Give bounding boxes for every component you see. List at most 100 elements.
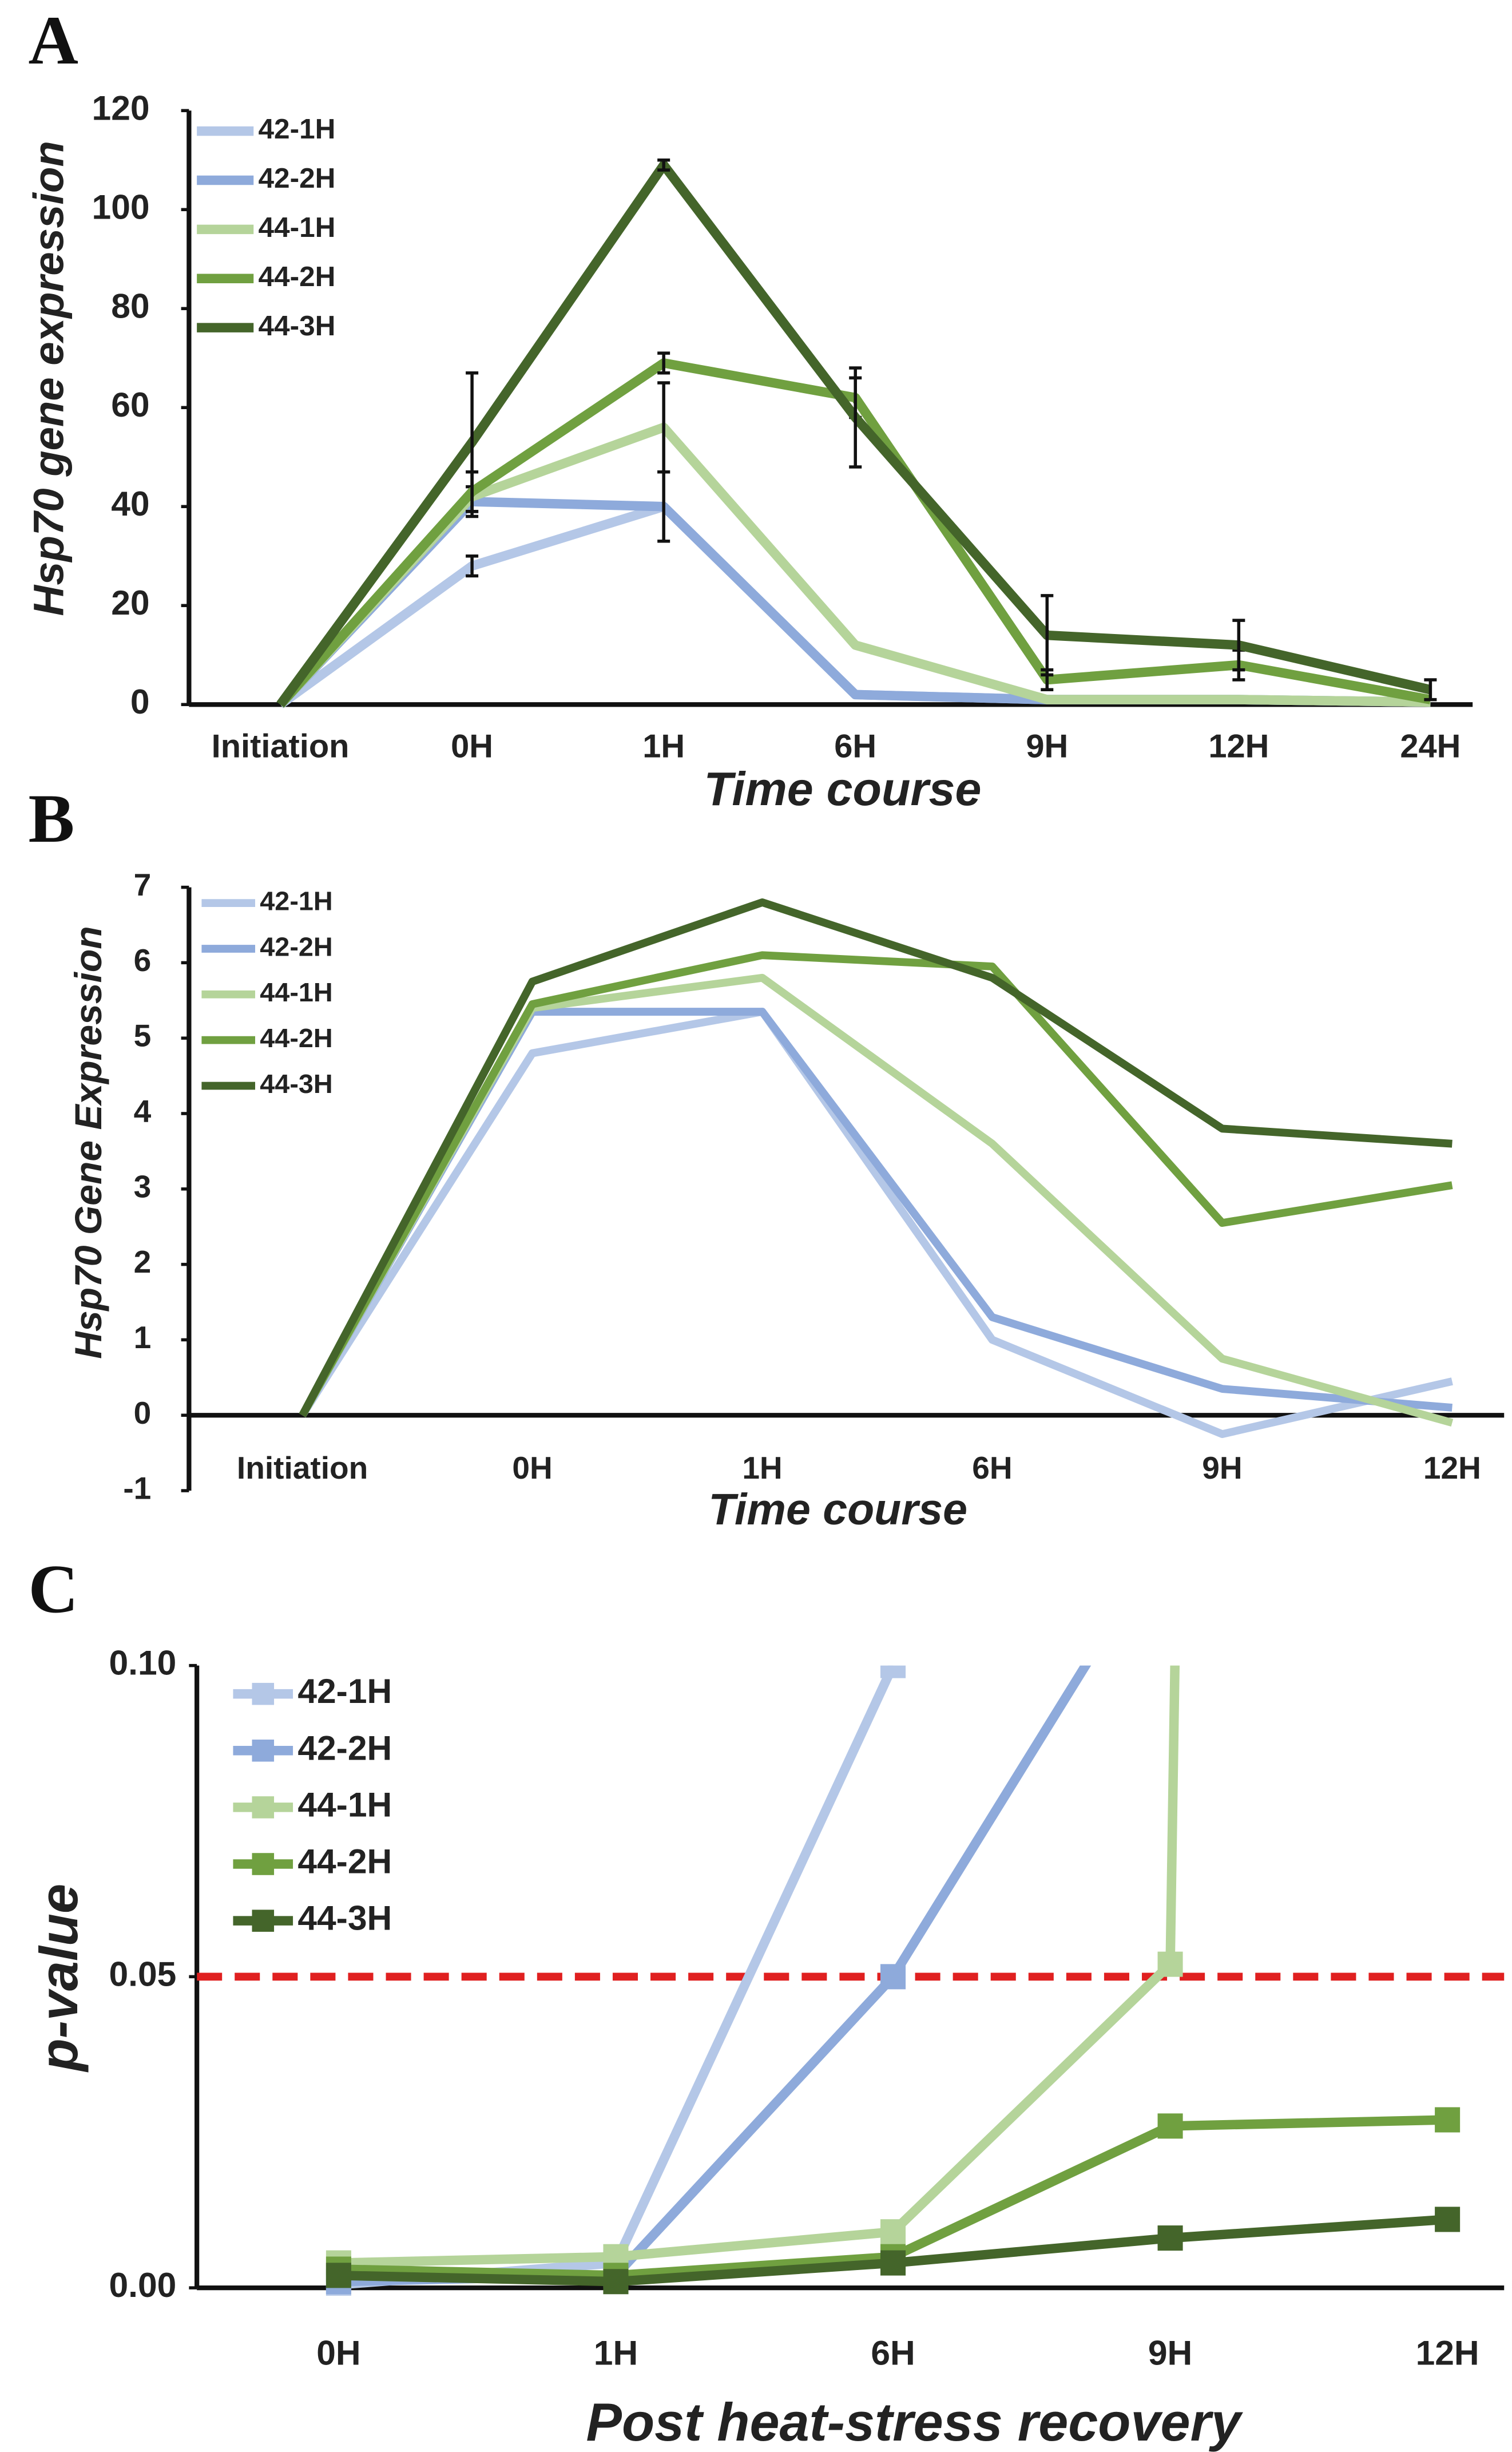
x-tick-label: 0H: [316, 2333, 360, 2372]
legend-marker: [252, 1910, 275, 1932]
series-line: [338, 1665, 1092, 2287]
y-axis-label: p-value: [29, 1884, 89, 2073]
error-bar: [466, 554, 479, 578]
legend-marker: [252, 1740, 275, 1762]
marker: [880, 1665, 906, 1678]
legend-label: 42-1H: [259, 113, 336, 145]
x-tick-label: 0H: [451, 728, 493, 765]
error-bar: [657, 381, 670, 474]
legend: 42-1H 42-2H 44-1H 44-2H 44-3H: [233, 1671, 392, 1938]
marker: [880, 2250, 906, 2276]
y-tick-label: -1: [123, 1471, 151, 1506]
x-tick-label: 6H: [972, 1450, 1012, 1486]
y-tick-label: 5: [134, 1018, 152, 1053]
marker: [1435, 2107, 1461, 2133]
y-tick-label: 0: [134, 1395, 152, 1431]
y-tick-label: 100: [92, 187, 150, 226]
y-tick-label: 0.10: [109, 1643, 177, 1682]
y-tick-label: 120: [92, 88, 150, 127]
plot-area: [276, 159, 1437, 708]
x-tick-label: 1H: [594, 2333, 638, 2372]
y-tick-label: 4: [134, 1094, 152, 1129]
marker: [1157, 2225, 1183, 2251]
y-tick-label: 0.00: [109, 2265, 177, 2304]
series-line: [299, 973, 1454, 1427]
x-axis-label: Time course: [704, 762, 981, 815]
y-axis-label: Hsp70 Gene Expression: [68, 926, 110, 1358]
legend-marker: [252, 1853, 275, 1875]
y-tick-label: 80: [111, 286, 149, 325]
legend-label: 44-3H: [297, 1899, 392, 1938]
marker: [326, 2263, 351, 2288]
marker: [1435, 2207, 1461, 2232]
legend-marker: [252, 1796, 275, 1819]
x-tick-label: 9H: [1148, 2333, 1192, 2372]
legend-label: 44-1H: [259, 211, 336, 243]
chart: B -1 0 1 2 3 4 5 6 7 Initiation 0H 1H 6H 9H 12H Time cou…: [29, 781, 1505, 1534]
x-axis-label: Post heat-stress recovery: [586, 2392, 1243, 2452]
y-tick-label: 20: [111, 583, 149, 622]
marker: [1157, 2113, 1183, 2139]
series-line: [277, 497, 1431, 708]
legend-label: 42-1H: [260, 886, 332, 916]
y-tick-label: 2: [134, 1244, 152, 1280]
y-axis-label: Hsp70 gene expression: [25, 141, 72, 616]
error-bar: [849, 366, 862, 469]
marker: [1158, 1516, 1183, 1541]
marker: [880, 1964, 906, 1990]
x-tick-label: 12H: [1416, 2333, 1479, 2372]
error-bar: [657, 351, 670, 375]
x-tick-label: 9H: [1026, 728, 1068, 765]
x-tick-label: Initiation: [212, 728, 350, 765]
x-tick-label: 6H: [871, 2333, 915, 2372]
x-tick-label: 1H: [642, 728, 685, 765]
legend-label: 44-2H: [259, 260, 336, 292]
series-line: [277, 501, 1431, 708]
legend-label: 44-2H: [297, 1842, 392, 1881]
x-tick-label: 1H: [742, 1450, 782, 1486]
marker: [1157, 1951, 1183, 1977]
legend: 42-1H 42-2H 44-1H 44-2H 44-3H: [197, 113, 335, 342]
chart: C 0.00 0.05 0.10 0H 1H 6H 9H 12H Post heat-stress…: [29, 1516, 1505, 2452]
plot-area: [299, 898, 1454, 1439]
marker: [603, 2269, 629, 2295]
legend-label: 44-1H: [260, 977, 332, 1007]
error-bar: [1041, 594, 1054, 677]
error-bar: [657, 159, 670, 172]
legend-label: 44-3H: [260, 1069, 332, 1099]
legend-label: 44-3H: [259, 310, 336, 342]
legend-label: 42-2H: [297, 1728, 392, 1767]
x-tick-label: 24H: [1400, 728, 1461, 765]
y-tick-label: 6: [134, 942, 152, 978]
series-line: [299, 898, 1453, 1417]
x-tick-label: 12H: [1208, 728, 1269, 765]
series-line: [299, 1008, 1453, 1439]
y-tick-label: 40: [111, 484, 149, 523]
x-tick-label: 6H: [834, 728, 876, 765]
panel-label: B: [29, 781, 75, 857]
error-bar: [466, 371, 479, 513]
legend-label: 42-2H: [259, 162, 336, 194]
error-bar: [1424, 678, 1437, 702]
legend-label: 42-1H: [297, 1671, 392, 1710]
series-line: [299, 951, 1453, 1417]
error-bar: [1232, 619, 1245, 672]
legend: 42-1H 42-2H 44-1H 44-2H 44-3H: [201, 886, 333, 1099]
x-tick-label: 12H: [1423, 1450, 1481, 1486]
y-tick-label: 3: [134, 1168, 152, 1204]
legend-label: 42-2H: [260, 932, 332, 961]
panel-label: A: [29, 2, 78, 79]
y-tick-label: 7: [134, 867, 152, 902]
y-tick-label: 1: [134, 1320, 152, 1355]
y-tick-label: 0.05: [109, 1954, 177, 1993]
x-tick-label: 0H: [512, 1450, 552, 1486]
x-tick-label: Initiation: [237, 1450, 368, 1486]
legend-label: 44-2H: [260, 1023, 332, 1053]
x-tick-label: 9H: [1202, 1450, 1242, 1486]
y-tick-label: 0: [130, 682, 150, 721]
legend-marker: [252, 1682, 275, 1705]
chart: A 0 20 40 60 80 100 120 Initiation 0H 1H 6H 9H 12H 24H…: [25, 2, 1473, 815]
y-tick-label: 60: [111, 385, 149, 424]
plot-area: [197, 1516, 1505, 2296]
